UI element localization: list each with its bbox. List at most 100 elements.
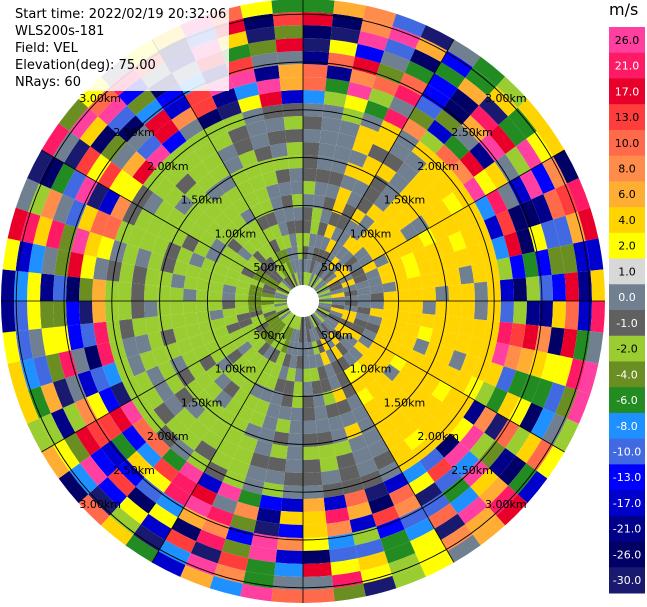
radar-gate bbox=[487, 86, 518, 117]
radar-gate bbox=[275, 418, 291, 434]
radar-gate bbox=[388, 96, 415, 119]
radar-gate bbox=[266, 256, 279, 270]
radar-gate bbox=[210, 348, 227, 364]
radar-gate bbox=[163, 394, 185, 417]
radar-gate bbox=[336, 186, 352, 204]
radar-gate bbox=[271, 269, 284, 282]
radar-gate bbox=[433, 314, 449, 332]
radar-gate bbox=[251, 52, 279, 70]
radar-gate bbox=[132, 159, 156, 185]
instrument-text: WLS200s-181 bbox=[15, 24, 105, 39]
radar-gate bbox=[448, 284, 462, 301]
radar-gate bbox=[217, 100, 242, 121]
radar-gate bbox=[331, 296, 345, 301]
radar-gate bbox=[306, 259, 312, 273]
radar-gate bbox=[229, 328, 245, 342]
radar-gate bbox=[349, 514, 377, 533]
radar-gate bbox=[400, 334, 418, 350]
radar-gate bbox=[157, 314, 173, 332]
radar-gate bbox=[233, 231, 249, 247]
radar-gate bbox=[297, 246, 303, 260]
radar-gate bbox=[190, 541, 222, 564]
radar-gate bbox=[474, 195, 496, 221]
radar-gate bbox=[33, 355, 53, 387]
radar-gate bbox=[255, 356, 269, 372]
radar-gate bbox=[222, 308, 237, 318]
radar-gate bbox=[324, 363, 336, 379]
radar-gate bbox=[175, 407, 197, 429]
radar-gate bbox=[519, 402, 544, 433]
radar-gate bbox=[263, 309, 277, 319]
radar-gate bbox=[261, 292, 275, 298]
radar-gate bbox=[303, 25, 332, 40]
radar-gate bbox=[151, 236, 170, 256]
radar-gate bbox=[363, 398, 382, 417]
radar-gate bbox=[382, 429, 405, 450]
radar-gate bbox=[264, 374, 278, 391]
radar-gate bbox=[255, 268, 270, 280]
radar-gate bbox=[331, 13, 364, 32]
radar-gate bbox=[271, 0, 303, 14]
colorbar-swatch bbox=[609, 78, 645, 105]
radar-gate bbox=[448, 301, 462, 318]
radar-gate bbox=[314, 181, 328, 197]
radar-gate bbox=[340, 174, 358, 192]
range-ring-label: 1.50km bbox=[181, 194, 223, 207]
radar-gate bbox=[507, 370, 529, 398]
radar-gate bbox=[244, 261, 259, 274]
radar-gate bbox=[248, 289, 262, 297]
radar-gate bbox=[553, 418, 579, 452]
radar-gate bbox=[291, 394, 303, 408]
radar-gate bbox=[327, 170, 345, 187]
radar-gate bbox=[303, 368, 312, 382]
radar-gate bbox=[290, 328, 297, 343]
radar-gate bbox=[382, 309, 397, 321]
radar-gate bbox=[503, 231, 523, 258]
radar-gate bbox=[303, 116, 323, 130]
radar-gate bbox=[415, 482, 443, 507]
field-text: Field: VEL bbox=[15, 41, 78, 56]
radar-gate bbox=[244, 328, 259, 341]
radar-gate bbox=[153, 119, 179, 145]
radar-gate bbox=[312, 194, 326, 210]
radar-gate bbox=[146, 144, 171, 169]
radar-gate bbox=[136, 134, 162, 160]
radar-gate bbox=[560, 328, 578, 359]
radar-gate bbox=[283, 207, 295, 222]
radar-gate bbox=[256, 78, 281, 95]
radar-gate bbox=[172, 325, 189, 343]
radar-gate bbox=[293, 381, 303, 395]
radar-gate bbox=[567, 390, 591, 424]
radar-gate bbox=[396, 301, 410, 313]
radar-gate bbox=[290, 181, 303, 195]
radar-gate bbox=[353, 273, 368, 285]
radar-gate bbox=[311, 340, 320, 355]
colorbar-tick-label: 6.0 bbox=[618, 188, 636, 201]
range-ring-label: 2.50km bbox=[113, 126, 155, 139]
radar-gate bbox=[382, 152, 405, 173]
radar-gate bbox=[1, 269, 16, 301]
radar-gate bbox=[303, 168, 317, 182]
radar-gate bbox=[283, 312, 294, 325]
radar-gate bbox=[311, 313, 321, 327]
colorbar-tick-label: -26.0 bbox=[613, 548, 641, 561]
radar-gate bbox=[74, 397, 98, 426]
radar-gate bbox=[322, 320, 335, 333]
radar-gate bbox=[253, 520, 280, 537]
colorbar-units-label: m/s bbox=[609, 0, 639, 19]
radar-gate bbox=[381, 182, 401, 203]
radar-gate bbox=[309, 328, 316, 343]
radar-gate bbox=[238, 149, 258, 168]
radar-gate bbox=[329, 39, 358, 57]
radar-gate bbox=[317, 305, 331, 313]
radar-gate bbox=[261, 288, 276, 295]
radar-gate bbox=[324, 223, 336, 239]
radar-gate bbox=[96, 342, 115, 367]
radar-gate bbox=[176, 367, 196, 387]
radar-gate bbox=[303, 194, 315, 208]
radar-gate bbox=[483, 215, 504, 240]
radar-gate bbox=[253, 65, 280, 82]
radar-gate bbox=[257, 245, 271, 261]
radar-gate bbox=[461, 301, 475, 319]
radar-gate bbox=[127, 88, 157, 116]
